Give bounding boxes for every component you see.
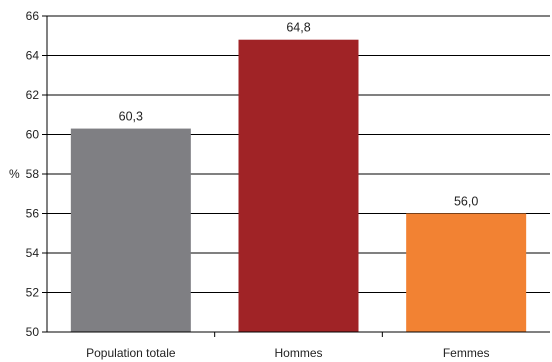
bar-0: [70, 128, 191, 332]
y-tick-label: 64: [26, 49, 40, 63]
y-axis-tick-labels: 50 52 54 56 58 60 62 64 66: [26, 9, 40, 339]
bar-1: [238, 39, 359, 332]
y-tick-label: 62: [26, 88, 40, 102]
category-label: Population totale: [86, 346, 176, 360]
data-label: 56,0: [454, 195, 478, 209]
data-label: 60,3: [119, 110, 143, 124]
category-labels: Population totale Hommes Femmes: [86, 346, 489, 360]
y-axis-label: %: [9, 167, 20, 181]
axes: [46, 16, 550, 337]
y-tick-label: 50: [26, 325, 40, 339]
category-label: Femmes: [443, 346, 490, 360]
y-tick-label: 56: [26, 207, 40, 221]
y-tick-label: 58: [26, 167, 40, 181]
data-label: 64,8: [286, 21, 310, 35]
y-tick-label: 52: [26, 286, 40, 300]
data-labels: 60,3 64,8 56,0: [119, 21, 479, 209]
bars: [70, 39, 527, 332]
y-tick-label: 54: [26, 246, 40, 260]
y-tick-label: 60: [26, 128, 40, 142]
category-label: Hommes: [274, 346, 322, 360]
bar-2: [406, 213, 527, 332]
y-tick-label: 66: [26, 9, 40, 23]
